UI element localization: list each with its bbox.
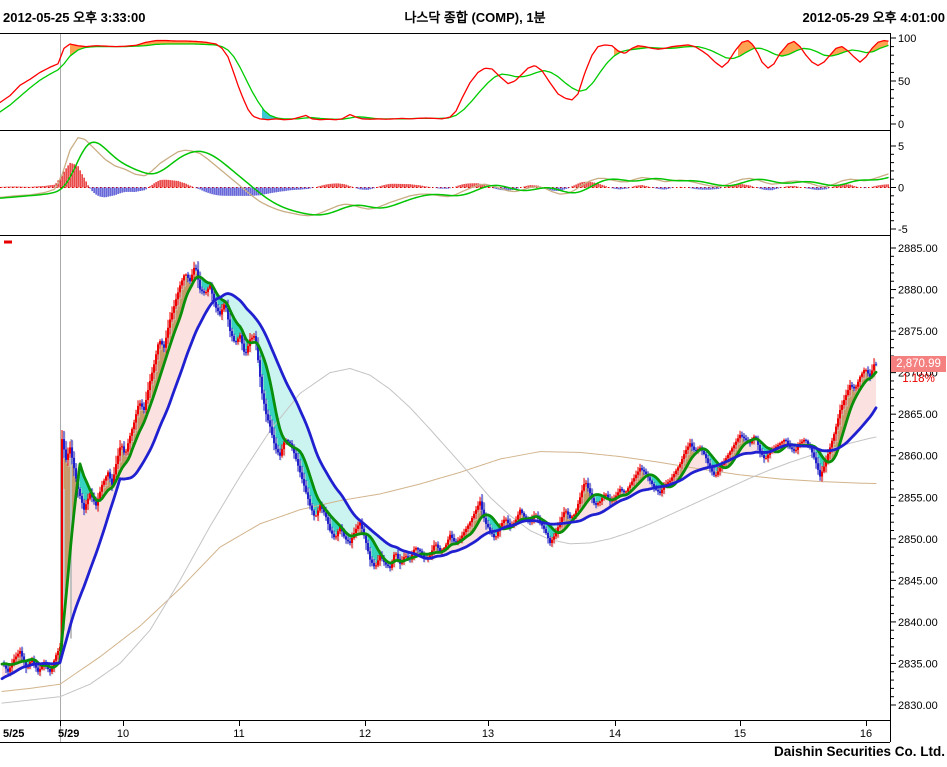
price-ytick-label: 2855.00 xyxy=(898,492,938,504)
axes-frame: 10050050-52885.002880.002875.002870.0028… xyxy=(0,33,938,743)
price-panel xyxy=(0,240,878,704)
time-axis-label: 11 xyxy=(233,728,244,740)
time-axis-label: 13 xyxy=(482,728,494,740)
price-ytick-label: 2840.00 xyxy=(898,617,938,629)
time-axis-label: 15 xyxy=(734,728,746,740)
price-ytick-label: 2845.00 xyxy=(898,575,938,587)
stochastic-ytick-label: 50 xyxy=(898,76,910,88)
price-ytick-label: 2875.00 xyxy=(898,326,938,338)
left-datetime: 2012-05-25 오후 3:33:00 xyxy=(3,10,146,25)
last-price-badge: 2,870.99 xyxy=(891,356,946,372)
price-ytick-label: 2830.00 xyxy=(898,700,938,712)
time-axis-label: 5/29 xyxy=(58,728,79,740)
broker-brand-label: Daishin Securities Co. Ltd. xyxy=(773,744,945,759)
macd-ytick-label: 5 xyxy=(898,141,904,153)
macd-ytick-label: 0 xyxy=(898,183,904,195)
price-ytick-label: 2850.00 xyxy=(898,534,938,546)
macd-panel xyxy=(0,137,890,217)
time-axis-label: 12 xyxy=(359,728,371,740)
time-axis-label: 16 xyxy=(860,728,872,740)
stochastic-ytick-label: 100 xyxy=(898,33,916,45)
price-ytick-label: 2885.00 xyxy=(898,243,938,255)
change-percent-label: 1.18% xyxy=(902,373,935,385)
time-axis-label: 5/25 xyxy=(3,728,24,740)
stochastic-ytick-label: 0 xyxy=(898,119,904,131)
price-ytick-label: 2835.00 xyxy=(898,658,938,670)
right-datetime: 2012-05-29 오후 4:01:00 xyxy=(802,10,945,25)
time-axis-label: 10 xyxy=(117,728,129,740)
price-ytick-label: 2860.00 xyxy=(898,451,938,463)
price-ytick-label: 2880.00 xyxy=(898,285,938,297)
chart-title: 나스닥 종합 (COMP), 1분 xyxy=(404,10,546,25)
time-axis-label: 14 xyxy=(609,728,621,740)
stochastic-panel xyxy=(0,39,889,121)
macd-ytick-label: -5 xyxy=(898,224,908,236)
price-ytick-label: 2865.00 xyxy=(898,409,938,421)
